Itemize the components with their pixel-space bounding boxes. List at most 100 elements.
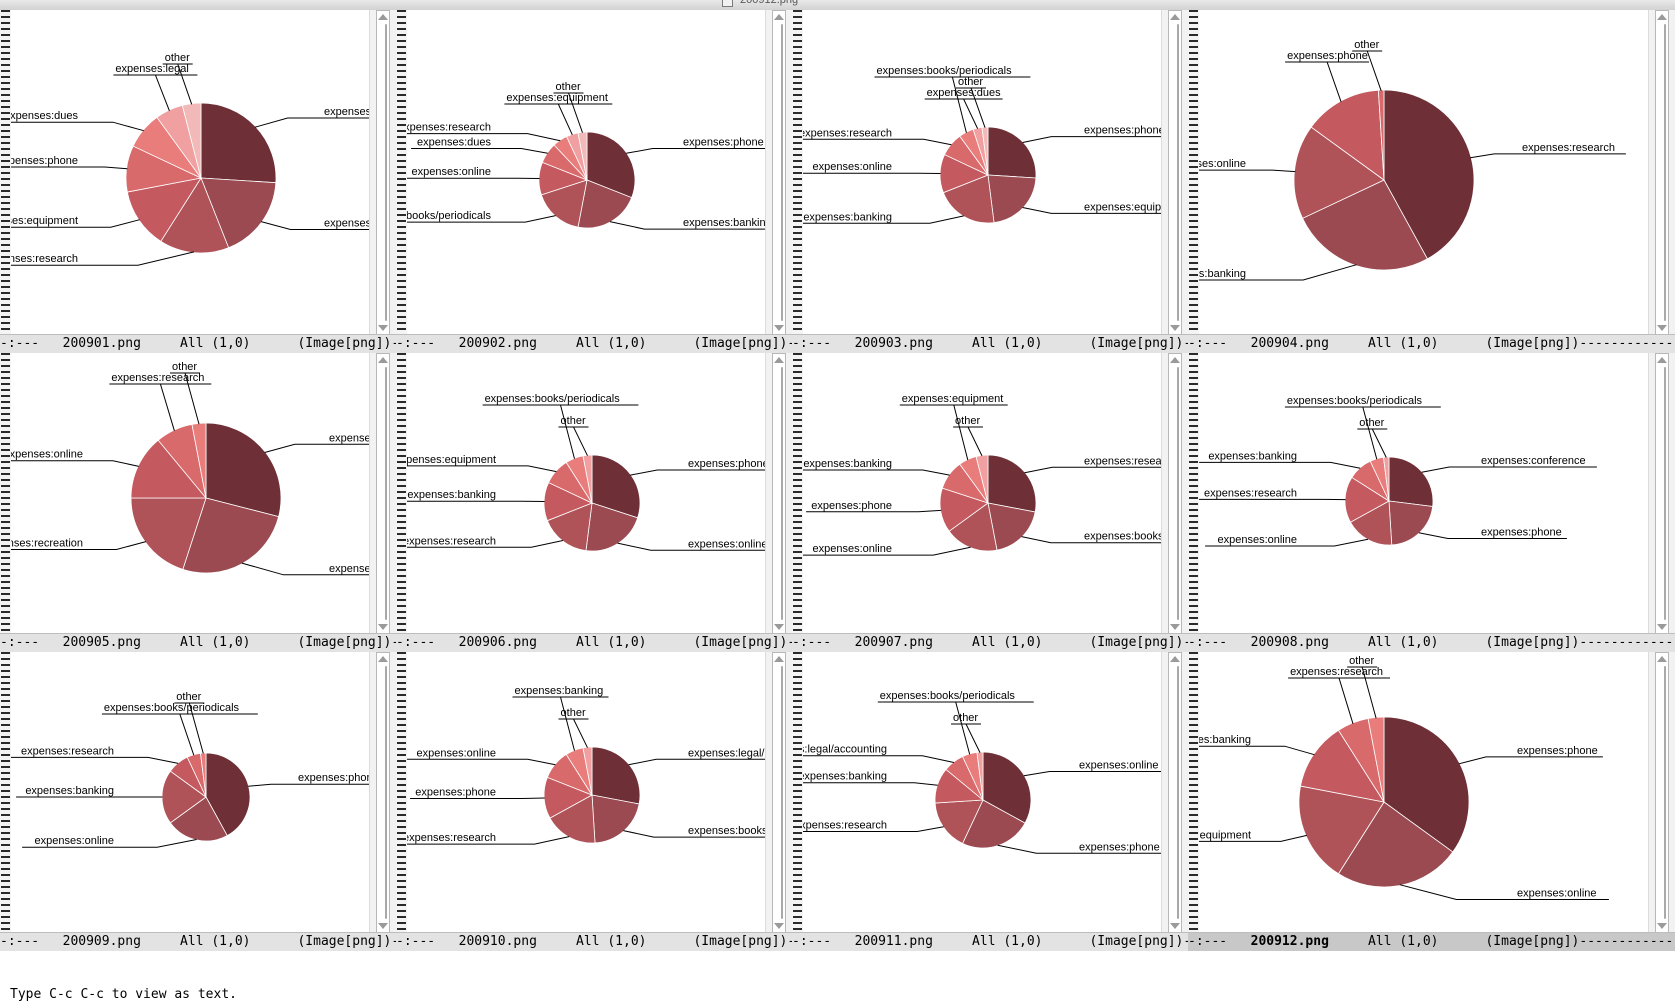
mode-line-prefix: -:--- [1188,635,1228,650]
image-pane[interactable]: expenses:phone expenses:online expenses:ba… [11,652,370,933]
image-pane[interactable]: expenses:phone expenses:banking expenses:r… [11,353,370,634]
scroll-down-arrow-icon[interactable] [1170,923,1180,929]
scroll-down-arrow-icon[interactable] [774,325,784,331]
mode-line[interactable]: -:--- 200908.png All (1,0) (Image[png])-… [1188,633,1675,652]
mode-line[interactable]: -:--- 200901.png All (1,0) (Image[png])-… [0,334,396,353]
scrollbar-thumb[interactable] [385,24,387,321]
scrollbar-thumb[interactable] [781,367,783,620]
image-pane[interactable]: expenses:phone expenses:online expenses:eq… [1199,652,1649,933]
scrollbar-thumb[interactable] [1177,367,1179,620]
scrollbar-thumb[interactable] [1177,666,1179,919]
scrollbar-trough[interactable] [376,353,390,634]
vertical-scrollbar[interactable] [1161,353,1188,634]
scrollbar-thumb[interactable] [385,367,387,620]
vertical-scrollbar[interactable] [1161,10,1188,335]
image-pane[interactable]: expenses:conference expenses:phone expense… [1199,353,1649,634]
vertical-scrollbar[interactable] [1648,10,1675,335]
scrollbar-trough[interactable] [1655,652,1669,933]
emacs-window-200910[interactable]: expenses:legal/accounting expenses:books/… [396,652,792,951]
vertical-scrollbar[interactable] [369,652,396,933]
emacs-window-200902[interactable]: expenses:phone expenses:banking expenses:b… [396,10,792,353]
scrollbar-trough[interactable] [376,10,390,335]
pie-slice-label: expenses:online [324,217,370,229]
scrollbar-thumb[interactable] [1177,24,1179,321]
vertical-scrollbar[interactable] [765,353,792,634]
scroll-up-arrow-icon[interactable] [1170,14,1180,20]
image-pane[interactable]: expenses:banking expenses:online expenses:… [11,10,370,335]
mode-line[interactable]: -:--- 200905.png All (1,0) (Image[png])-… [0,633,396,652]
scrollbar-thumb[interactable] [1664,367,1666,620]
vertical-scrollbar[interactable] [765,10,792,335]
scroll-up-arrow-icon[interactable] [774,357,784,363]
emacs-window-200905[interactable]: expenses:phone expenses:banking expenses:r… [0,353,396,652]
emacs-window-200906[interactable]: expenses:phone expenses:online expenses:re… [396,353,792,652]
emacs-window-200912[interactable]: expenses:phone expenses:online expenses:eq… [1188,652,1675,951]
vertical-scrollbar[interactable] [1161,652,1188,933]
scroll-up-arrow-icon[interactable] [378,14,388,20]
scroll-down-arrow-icon[interactable] [1657,624,1667,630]
mode-line[interactable]: -:--- 200909.png All (1,0) (Image[png])-… [0,932,396,951]
scroll-down-arrow-icon[interactable] [1170,325,1180,331]
emacs-window-200907[interactable]: expenses:research expenses:books/periodic… [792,353,1188,652]
mode-line[interactable]: -:--- 200902.png All (1,0) (Image[png])-… [396,334,792,353]
image-pane[interactable]: expenses:online expenses:phone expenses:re… [803,652,1162,933]
mode-line[interactable]: -:--- 200906.png All (1,0) (Image[png])-… [396,633,792,652]
scroll-up-arrow-icon[interactable] [1657,14,1667,20]
vertical-scrollbar[interactable] [369,353,396,634]
pie-chart: expenses:conference expenses:phone expense… [1199,395,1597,547]
mode-line[interactable]: -:--- 200912.png All (1,0) (Image[png])-… [1188,932,1675,951]
scroll-up-arrow-icon[interactable] [1170,656,1180,662]
scrollbar-trough[interactable] [772,652,786,933]
emacs-window-200909[interactable]: expenses:phone expenses:online expenses:ba… [0,652,396,951]
image-pane[interactable]: expenses:research expenses:books/periodic… [803,353,1162,634]
vertical-scrollbar[interactable] [765,652,792,933]
scroll-down-arrow-icon[interactable] [378,923,388,929]
scroll-up-arrow-icon[interactable] [774,656,784,662]
image-pane[interactable]: expenses:research expenses:banking expense… [1199,10,1649,335]
mode-line[interactable]: -:--- 200904.png All (1,0) (Image[png])-… [1188,334,1675,353]
scroll-down-arrow-icon[interactable] [1657,325,1667,331]
scroll-up-arrow-icon[interactable] [378,656,388,662]
scrollbar-trough[interactable] [1655,10,1669,335]
emacs-window-200903[interactable]: expenses:phone expenses:equipment expenses… [792,10,1188,353]
scrollbar-trough[interactable] [1168,10,1182,335]
scroll-down-arrow-icon[interactable] [1170,624,1180,630]
scroll-up-arrow-icon[interactable] [774,14,784,20]
scrollbar-trough[interactable] [376,652,390,933]
scrollbar-thumb[interactable] [385,666,387,919]
scroll-down-arrow-icon[interactable] [378,624,388,630]
image-pane[interactable]: expenses:phone expenses:online expenses:re… [407,353,766,634]
scroll-down-arrow-icon[interactable] [774,624,784,630]
scrollbar-trough[interactable] [1168,652,1182,933]
scroll-down-arrow-icon[interactable] [774,923,784,929]
scrollbar-trough[interactable] [1168,353,1182,634]
scroll-down-arrow-icon[interactable] [378,325,388,331]
mode-line[interactable]: -:--- 200910.png All (1,0) (Image[png])-… [396,932,792,951]
vertical-scrollbar[interactable] [1648,652,1675,933]
scroll-up-arrow-icon[interactable] [378,357,388,363]
scrollbar-thumb[interactable] [781,24,783,321]
image-pane[interactable]: expenses:legal/accounting expenses:books/… [407,652,766,933]
scrollbar-thumb[interactable] [1664,666,1666,919]
scrollbar-trough[interactable] [772,353,786,634]
mode-line[interactable]: -:--- 200911.png All (1,0) (Image[png])-… [792,932,1188,951]
scroll-up-arrow-icon[interactable] [1657,357,1667,363]
scrollbar-thumb[interactable] [1664,24,1666,321]
emacs-window-200904[interactable]: expenses:research expenses:banking expense… [1188,10,1675,353]
scroll-up-arrow-icon[interactable] [1657,656,1667,662]
scroll-up-arrow-icon[interactable] [1170,357,1180,363]
mode-line[interactable]: -:--- 200907.png All (1,0) (Image[png])-… [792,633,1188,652]
vertical-scrollbar[interactable] [369,10,396,335]
pie-slice-label: expenses:research [1084,455,1162,467]
image-pane[interactable]: expenses:phone expenses:banking expenses:b… [407,10,766,335]
scrollbar-thumb[interactable] [781,666,783,919]
scrollbar-trough[interactable] [1655,353,1669,634]
vertical-scrollbar[interactable] [1648,353,1675,634]
scrollbar-trough[interactable] [772,10,786,335]
scroll-down-arrow-icon[interactable] [1657,923,1667,929]
image-pane[interactable]: expenses:phone expenses:equipment expenses… [803,10,1162,335]
emacs-window-200908[interactable]: expenses:conference expenses:phone expense… [1188,353,1675,652]
emacs-window-200911[interactable]: expenses:online expenses:phone expenses:re… [792,652,1188,951]
emacs-window-200901[interactable]: expenses:banking expenses:online expenses:… [0,10,396,353]
mode-line[interactable]: -:--- 200903.png All (1,0) (Image[png])-… [792,334,1188,353]
